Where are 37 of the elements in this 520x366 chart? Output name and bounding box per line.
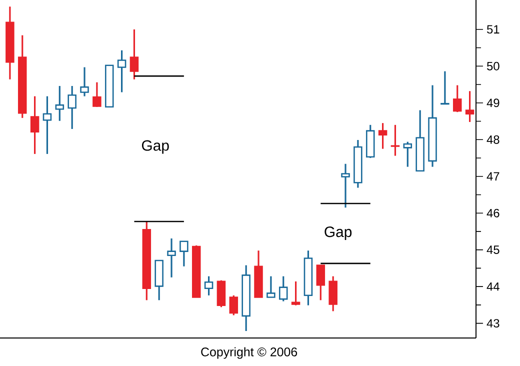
annotation: Gap	[324, 226, 352, 240]
y-tick-label: 51	[486, 25, 500, 34]
text: Copyright © 2006	[201, 347, 298, 359]
candlestick	[117, 50, 126, 94]
candlestick	[42, 95, 52, 155]
y-tick-label: 47	[486, 172, 500, 180]
candlestick	[266, 275, 276, 298]
candlestick	[403, 141, 412, 168]
y-tick-label: 50	[486, 62, 500, 70]
candlestick	[316, 264, 326, 301]
candlestick	[30, 95, 40, 155]
candlestick	[378, 122, 388, 150]
candlestick	[80, 66, 89, 98]
y-tick-label: 45	[486, 246, 500, 254]
candlestick	[440, 70, 450, 105]
candlestick	[216, 280, 226, 308]
candlestick	[278, 275, 288, 302]
annotation: Gap	[142, 140, 169, 154]
candlestick	[390, 124, 400, 157]
y-tick-label: 44	[486, 282, 500, 291]
candlestick	[204, 275, 214, 296]
candlestick	[229, 294, 238, 316]
candlestick	[68, 85, 76, 130]
candlestick	[92, 82, 102, 108]
y-tick-label: 43	[486, 319, 500, 328]
candlestick	[130, 28, 139, 80]
candlestick	[452, 84, 462, 113]
candlestick	[167, 238, 176, 278]
candlestick	[180, 240, 188, 268]
candlestick	[328, 275, 338, 312]
candlestick	[55, 85, 64, 122]
y-tick-label: 46	[486, 208, 500, 218]
y-tick-label: 48	[486, 135, 500, 144]
y-tick-label: 49	[486, 98, 500, 108]
candlestick	[341, 163, 350, 208]
candlestick	[465, 90, 474, 123]
candlestick	[291, 280, 300, 306]
